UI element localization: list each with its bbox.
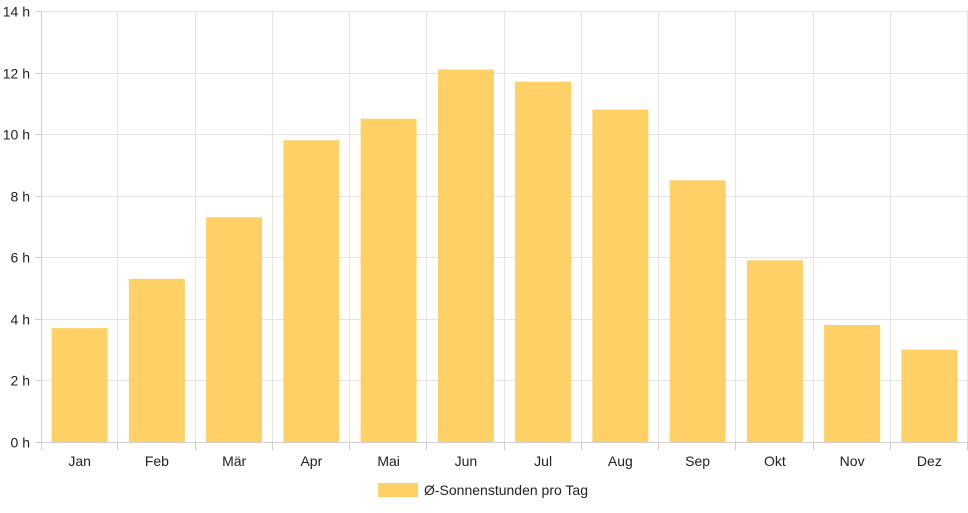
- y-tick-label: 0 h: [11, 435, 30, 451]
- x-tick-label: Dez: [917, 453, 942, 469]
- legend-label: Ø-Sonnenstunden pro Tag: [424, 482, 588, 498]
- x-tick-label: Mai: [377, 453, 400, 469]
- bar-sep: [669, 180, 726, 443]
- x-tick-label: Nov: [840, 453, 865, 469]
- bar-nov: [824, 325, 881, 442]
- y-tick-label: 10 h: [3, 127, 30, 143]
- bar-jan: [51, 328, 108, 442]
- x-tick-label: Apr: [300, 453, 322, 469]
- bar-jun: [437, 69, 494, 442]
- x-tick-label: Jan: [68, 453, 91, 469]
- bar-mai: [360, 118, 417, 442]
- bar-okt: [746, 260, 803, 442]
- bar-feb: [128, 278, 185, 442]
- y-tick-label: 6 h: [11, 250, 30, 266]
- x-tick-label: Sep: [685, 453, 710, 469]
- x-tick-label: Jun: [455, 453, 478, 469]
- bars-layer: [51, 69, 958, 443]
- x-tick-label: Feb: [145, 453, 169, 469]
- legend-swatch: [378, 483, 418, 497]
- tick-label-layer: 0 h 2 h 4 h 6 h 8 h 10 h 12 h 14 h Jan Feb Mär Apr M…: [3, 4, 942, 470]
- legend[interactable]: Ø-Sonnenstunden pro Tag: [378, 482, 588, 498]
- y-tick-label: 14 h: [3, 4, 30, 20]
- y-tick-label: 8 h: [11, 189, 30, 205]
- y-tick-label: 12 h: [3, 66, 30, 82]
- x-tick-label: Okt: [764, 453, 786, 469]
- x-tick-label: Aug: [608, 453, 633, 469]
- grid-layer: [41, 11, 968, 442]
- bar-jul: [515, 81, 572, 443]
- x-tick-label: Jul: [534, 453, 552, 469]
- bar-mär: [206, 217, 263, 442]
- bar-dez: [901, 349, 958, 442]
- y-tick-label: 4 h: [11, 312, 30, 328]
- bar-apr: [283, 140, 340, 443]
- bar-aug: [592, 109, 649, 442]
- y-tick-label: 2 h: [11, 373, 30, 389]
- x-tick-label: Mär: [222, 453, 246, 469]
